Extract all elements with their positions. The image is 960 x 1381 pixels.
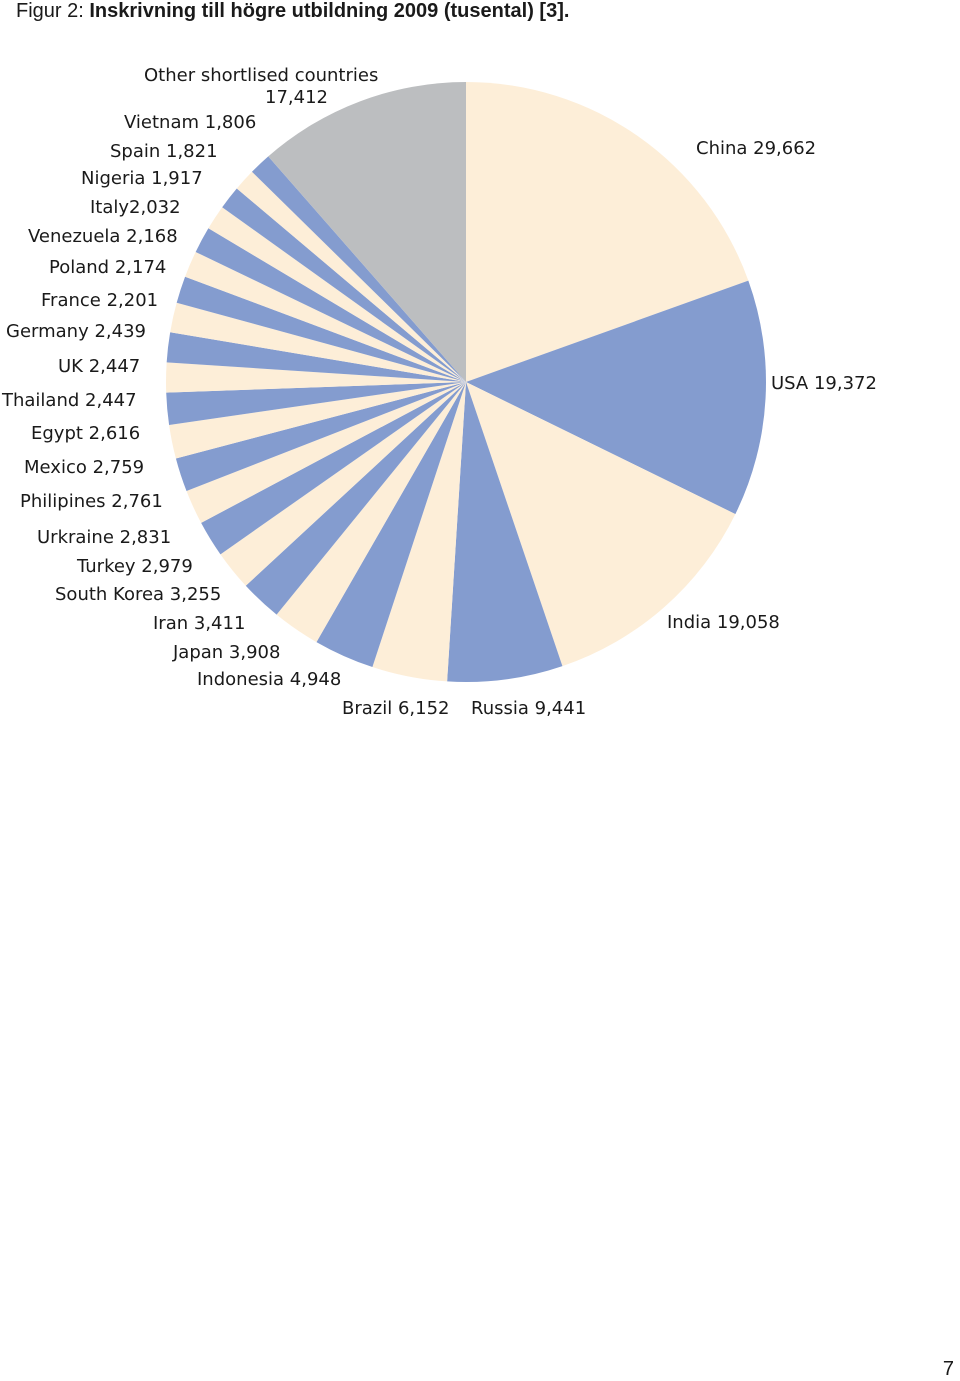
slice-label-philipines: Philipines 2,761 xyxy=(20,491,163,512)
slice-label-south-korea: South Korea 3,255 xyxy=(55,584,222,605)
pie-slice-south-korea xyxy=(220,382,466,586)
pie-slice-turkey xyxy=(201,382,466,555)
slice-label-italy: Italy2,032 xyxy=(90,197,181,218)
pie-slice-nigeria xyxy=(222,188,466,382)
slice-label-spain: Spain 1,821 xyxy=(110,141,218,162)
pie-slice-urkraine xyxy=(186,382,466,523)
slice-label-japan: Japan 3,908 xyxy=(173,642,281,663)
slice-label-iran: Iran 3,411 xyxy=(153,613,246,634)
pie-slice-vietnam xyxy=(251,156,466,382)
pie-slice-venezuela xyxy=(195,228,466,382)
slice-label-egypt: Egypt 2,616 xyxy=(31,423,141,444)
slice-label-indonesia: Indonesia 4,948 xyxy=(197,669,342,690)
pie-slice-germany xyxy=(170,302,466,382)
slice-label-poland: Poland 2,174 xyxy=(49,257,167,278)
slice-label-turkey: Turkey 2,979 xyxy=(77,556,193,577)
pie-slice-italy xyxy=(208,207,466,382)
pie-slice-brazil xyxy=(372,382,466,682)
slice-label-urkraine: Urkraine 2,831 xyxy=(37,527,172,548)
slice-label-venezuela: Venezuela 2,168 xyxy=(28,226,178,247)
slice-label-nigeria: Nigeria 1,917 xyxy=(81,168,203,189)
pie-slice-mexico xyxy=(169,382,466,459)
pie-slice-usa xyxy=(466,280,766,515)
pie-slice-spain xyxy=(236,171,466,382)
figure-caption: Figur 2: Inskrivning till högre utbildni… xyxy=(16,0,569,23)
slice-label-germany: Germany 2,439 xyxy=(6,321,146,342)
slice-label-india: India 19,058 xyxy=(667,612,780,633)
pie-slice-indonesia xyxy=(316,382,466,668)
slice-label-china: China 29,662 xyxy=(696,138,817,159)
pie-slice-thailand xyxy=(166,362,466,393)
pie-slice-china xyxy=(466,82,749,382)
slice-label-uk: UK 2,447 xyxy=(58,356,141,377)
page-number: 7 xyxy=(942,1358,954,1380)
slice-label-mexico: Mexico 2,759 xyxy=(24,457,145,478)
pie-slice-egypt xyxy=(166,382,466,425)
pie-chart xyxy=(166,82,766,682)
pie-slice-france xyxy=(176,276,467,382)
caption-title: Inskrivning till högre utbildning 2009 (… xyxy=(89,0,570,22)
slice-label-thailand: Thailand 2,447 xyxy=(2,390,137,411)
slice-label-brazil: Brazil 6,152 xyxy=(342,698,450,719)
slice-label-russia: Russia 9,441 xyxy=(471,698,587,719)
slice-label-usa: USA 19,372 xyxy=(771,373,877,394)
pie-slice-japan xyxy=(276,382,466,643)
pie-slice-india xyxy=(466,382,736,667)
slice-label-other-shortlised-countries-value: 17,412 xyxy=(265,87,328,108)
pie-slice-other-shortlised-countries xyxy=(268,82,466,382)
pie-slice-philipines xyxy=(175,382,466,491)
slice-label-other-shortlised-countries-name: Other shortlised countries xyxy=(144,65,379,86)
slice-label-vietnam: Vietnam 1,806 xyxy=(124,112,257,133)
pie-slice-iran xyxy=(245,382,466,615)
pie-slice-russia xyxy=(447,382,563,682)
slice-label-france: France 2,201 xyxy=(41,290,159,311)
pie-slice-uk xyxy=(166,332,466,382)
caption-prefix: Figur 2: xyxy=(16,0,84,22)
pie-slice-poland xyxy=(185,251,466,382)
